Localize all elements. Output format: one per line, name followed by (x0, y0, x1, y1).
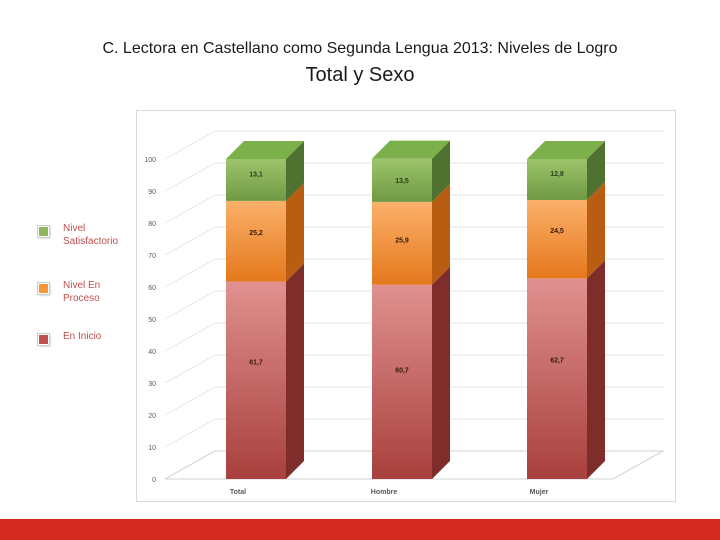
y-tick-label: 60 (148, 285, 156, 292)
y-tick-label: 20 (148, 413, 156, 420)
bar-top (372, 140, 450, 159)
data-label: 13,5 (395, 178, 409, 185)
bar-segment (372, 284, 432, 479)
legend-item-en-proceso: Nivel En Proceso (37, 279, 133, 305)
data-label: 62,7 (550, 358, 564, 365)
y-tick-label: 40 (148, 349, 156, 356)
data-label: 13,1 (249, 172, 263, 179)
x-tick-label: Total (230, 489, 246, 496)
chart-frame: 0 10 20 30 40 50 60 70 80 90 100 61,7 25,2 13,1 Total 6… (136, 110, 676, 502)
bar-segment (527, 278, 587, 479)
bar-segment-side (432, 140, 450, 202)
legend-item-en-inicio: En Inicio (37, 330, 133, 346)
gridline-diag (164, 322, 216, 352)
y-tick-label: 70 (148, 253, 156, 260)
x-tick-label: Mujer (530, 489, 549, 496)
gridline-diag (164, 162, 216, 192)
legend-swatch-en-proceso (37, 282, 50, 295)
stacked-bar-chart: 0 10 20 30 40 50 60 70 80 90 100 61,7 25,2 13,1 Total 6… (144, 130, 665, 496)
gridline-diag (164, 354, 216, 384)
y-tick-label: 80 (148, 221, 156, 228)
data-label: 25,2 (249, 230, 263, 237)
bar-segment (372, 158, 432, 202)
legend-label-en-proceso: Nivel En Proceso (63, 280, 101, 304)
legend-item-satisfactorio: Nivel Satisfactorio (37, 222, 133, 248)
bar-segment (226, 281, 286, 479)
gridline-diag (164, 418, 216, 448)
legend-swatch-en-inicio (37, 333, 50, 346)
data-label: 24,5 (550, 228, 564, 235)
gridline-diag (164, 386, 216, 416)
data-label: 25,9 (395, 238, 409, 245)
bar-top (226, 141, 304, 159)
bar-top (527, 141, 605, 159)
y-tick-label: 100 (144, 157, 156, 164)
gridline-diag (164, 194, 216, 224)
bar-segment-side (432, 266, 450, 479)
bar-segment-side (587, 141, 605, 200)
bar-segment-side (432, 183, 450, 285)
footer-bar (0, 519, 720, 540)
bar-segment (372, 201, 432, 285)
gridline-diag (164, 258, 216, 288)
bar-segment-side (286, 141, 304, 201)
bar-segment (527, 159, 587, 200)
data-label: 60,7 (395, 367, 409, 374)
x-tick-label: Hombre (371, 489, 398, 496)
gridline-diag (164, 226, 216, 256)
bar-segment-side (286, 263, 304, 479)
page-subtitle: Total y Sexo (305, 64, 415, 86)
bar-segment-side (587, 181, 605, 279)
bar-segment-side (286, 182, 304, 282)
gridline-diag (164, 290, 216, 320)
y-tick-label: 90 (148, 189, 156, 196)
legend-swatch-satisfactorio (37, 225, 50, 238)
gridline-diag (164, 130, 216, 160)
y-tick-label: 30 (148, 381, 156, 388)
y-tick-label: 50 (148, 317, 156, 324)
bar-segment (226, 159, 286, 201)
y-tick-label: 10 (148, 445, 156, 452)
bar-segment (527, 199, 587, 279)
bar-segment-side (587, 260, 605, 479)
y-tick-label: 0 (152, 477, 156, 484)
data-label: 12,8 (550, 171, 564, 178)
bar-segment (226, 200, 286, 282)
data-label: 61,7 (249, 359, 263, 366)
legend-label-satisfactorio: Nivel Satisfactorio (63, 223, 119, 247)
legend-label-en-inicio: En Inicio (63, 331, 102, 342)
page-title: C. Lectora en Castellano como Segunda Le… (102, 40, 618, 57)
